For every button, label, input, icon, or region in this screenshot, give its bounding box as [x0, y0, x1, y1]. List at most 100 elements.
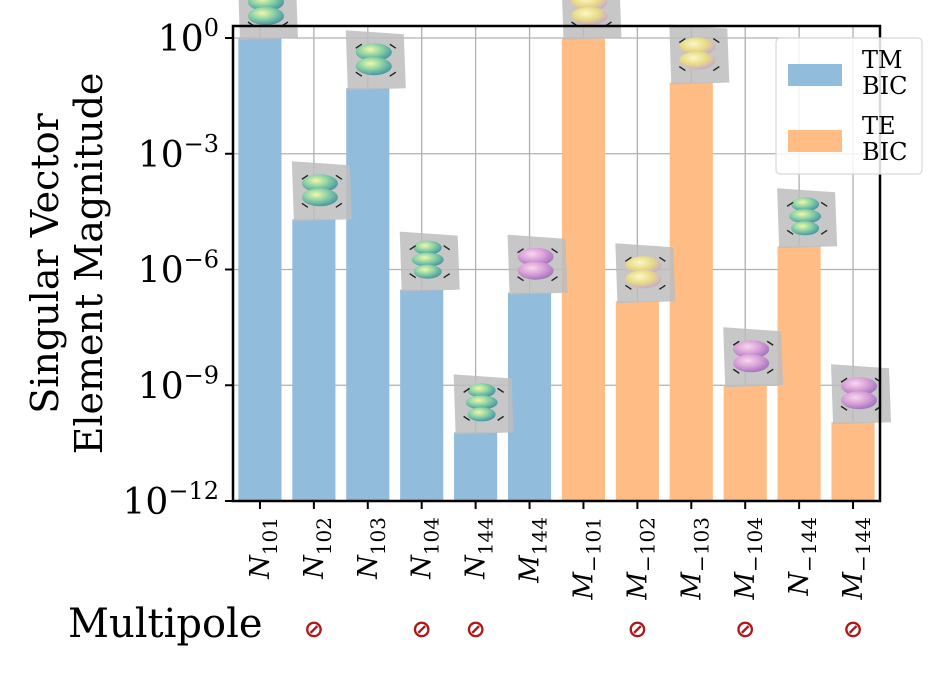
pattern-lobe [517, 261, 554, 280]
pattern-lobe [465, 395, 498, 410]
y-tick-label: 10−6 [138, 246, 219, 292]
pattern-lobe [247, 7, 284, 25]
forbidden-icon: ⊘ [466, 615, 486, 643]
field-arrow [463, 387, 471, 393]
radiation-pattern-thumbnail [562, 0, 622, 40]
forbidden-icon: ⊘ [412, 615, 432, 643]
field-arrow [732, 340, 740, 346]
bar-M−101 [561, 38, 606, 501]
field-arrow [335, 174, 343, 180]
forbidden-icon: ⊘ [304, 615, 324, 643]
pattern-lobe [679, 51, 716, 70]
pattern-lobe [413, 264, 442, 279]
field-arrow [624, 284, 632, 290]
field-arrow [786, 229, 794, 235]
pattern-lobe [733, 354, 770, 373]
x-tick-label: N103 [353, 517, 390, 580]
x-tick-label: N−144 [784, 517, 821, 597]
bar-N−144 [777, 246, 821, 501]
bar-N104 [400, 289, 444, 501]
forbidden-icon: ⊘ [627, 615, 647, 643]
pattern-lobe [355, 43, 392, 62]
y-axis-label-line1: Singular Vector [23, 112, 67, 413]
legend-label: TM [862, 46, 903, 74]
field-arrow [463, 415, 471, 421]
x-axis-label: Multipole [68, 601, 263, 647]
pattern-lobe [571, 7, 608, 25]
field-arrow [840, 377, 848, 383]
field-arrow [624, 256, 632, 262]
pattern-lobe [625, 270, 662, 289]
field-arrow [409, 245, 417, 251]
field-arrow [497, 387, 505, 393]
x-tick-label: N104 [407, 517, 444, 580]
field-arrow [658, 284, 666, 290]
bar-M144 [507, 292, 552, 501]
field-arrow [840, 405, 848, 411]
radiation-pattern-thumbnail [399, 231, 460, 292]
radiation-pattern-thumbnail [238, 0, 298, 40]
pattern-lobe [841, 377, 878, 396]
pattern-lobe [413, 240, 442, 255]
field-arrow [678, 37, 686, 44]
field-arrow [355, 43, 363, 49]
field-arrow [409, 273, 417, 279]
pattern-lobe [625, 256, 662, 275]
field-arrow [517, 276, 524, 282]
x-tick-label: N144 [461, 517, 498, 580]
y-tick-label: 100 [158, 14, 219, 60]
bar-M−102 [615, 301, 659, 501]
pattern-lobe [467, 383, 496, 398]
field-arrow [443, 273, 451, 279]
x-tick-label: M−101 [568, 517, 605, 601]
field-arrow [551, 276, 558, 282]
field-arrow [389, 43, 397, 49]
bar-M−144 [831, 422, 875, 501]
y-axis-label-line2: Element Magnitude [67, 73, 111, 455]
radiation-pattern-thumbnail [345, 30, 406, 91]
field-arrow [443, 245, 451, 251]
x-tick-label: M−104 [730, 517, 767, 601]
legend-label: TE [862, 112, 896, 140]
pattern-lobe [789, 209, 822, 224]
pattern-lobe [467, 407, 496, 422]
x-tick-label: N102 [299, 517, 336, 580]
legend-label: BIC [862, 138, 907, 166]
pattern-lobe [791, 197, 820, 212]
radiation-pattern-thumbnail [669, 24, 730, 85]
x-tick-label: M−103 [676, 517, 713, 601]
y-tick-label: 10−9 [138, 361, 219, 407]
field-arrow [820, 229, 828, 235]
field-arrow [301, 202, 309, 208]
legend-swatch [788, 64, 842, 86]
forbidden-icon: ⊘ [843, 615, 863, 643]
field-arrow [732, 368, 740, 374]
bar-N102 [292, 219, 336, 501]
field-arrow [301, 174, 309, 180]
field-arrow [766, 340, 774, 346]
pattern-lobe [301, 174, 338, 193]
pattern-lobe [411, 252, 444, 267]
pattern-lobe [733, 340, 770, 359]
radiation-pattern-thumbnail [831, 364, 892, 425]
pattern-lobe [355, 57, 392, 76]
field-arrow [712, 65, 720, 72]
y-tick-label: 10−12 [123, 477, 219, 523]
bar-M−104 [723, 385, 767, 501]
field-arrow [551, 248, 558, 254]
field-arrow [712, 37, 720, 44]
bar-M−103 [669, 82, 713, 501]
x-tick-label: M−144 [838, 517, 875, 601]
pattern-lobe [301, 188, 338, 207]
pattern-lobe [841, 391, 878, 410]
pattern-lobe [679, 37, 716, 56]
field-arrow [517, 248, 524, 254]
plot-frame [231, 24, 882, 503]
radiation-pattern-thumbnail [453, 374, 514, 435]
radiation-pattern-thumbnail [777, 188, 838, 249]
field-arrow [389, 71, 397, 77]
legend-swatch [788, 130, 842, 152]
field-arrow [497, 415, 505, 421]
bar-N144 [454, 432, 498, 501]
